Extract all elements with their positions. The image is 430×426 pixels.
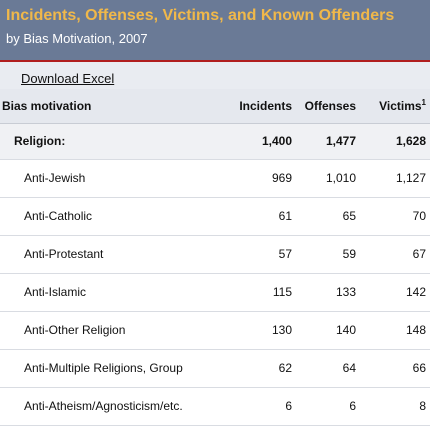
row-label: Anti-Jewish	[0, 159, 232, 198]
row-victims: 66	[360, 349, 430, 388]
row-incidents: 62	[232, 349, 296, 388]
table-row: Anti-Catholic 61 65 70	[0, 197, 430, 236]
row-label: Anti-Islamic	[0, 273, 232, 312]
column-header-incidents: Incidents	[232, 89, 296, 124]
row-offenses: 6	[296, 387, 360, 426]
row-label: Anti-Multiple Religions, Group	[0, 349, 232, 388]
group-offenses: 1,477	[296, 123, 360, 160]
download-bar: Download Excel	[0, 62, 430, 89]
page-subtitle: by Bias Motivation, 2007	[6, 31, 148, 46]
column-header-bias: Bias motivation	[0, 89, 232, 124]
group-victims: 1,628	[360, 123, 430, 160]
row-offenses: 65	[296, 197, 360, 236]
column-header-victims: Victims1	[360, 89, 430, 124]
table-row: Anti-Multiple Religions, Group 62 64 66	[0, 349, 430, 388]
row-label: Anti-Protestant	[0, 235, 232, 274]
row-victims: 148	[360, 311, 430, 350]
row-incidents: 57	[232, 235, 296, 274]
table-row: Anti-Islamic 115 133 142	[0, 273, 430, 312]
row-victims: 67	[360, 235, 430, 274]
row-victims: 8	[360, 387, 430, 426]
group-label: Religion:	[0, 123, 232, 160]
column-header-offenses: Offenses	[296, 89, 360, 124]
group-incidents: 1,400	[232, 123, 296, 160]
row-incidents: 969	[232, 159, 296, 198]
table-header-row: Bias motivation Incidents Offenses Victi…	[0, 89, 430, 124]
row-victims: 142	[360, 273, 430, 312]
download-excel-link[interactable]: Download Excel	[21, 71, 115, 86]
row-offenses: 64	[296, 349, 360, 388]
row-victims: 1,127	[360, 159, 430, 198]
table-row: Anti-Other Religion 130 140 148	[0, 311, 430, 350]
row-offenses: 133	[296, 273, 360, 312]
row-victims: 70	[360, 197, 430, 236]
page-title: Incidents, Offenses, Victims, and Known …	[6, 7, 395, 24]
table-group-row: Religion: 1,400 1,477 1,628	[0, 123, 430, 160]
victims-footnote-marker: 1	[421, 98, 426, 108]
row-incidents: 61	[232, 197, 296, 236]
row-incidents: 115	[232, 273, 296, 312]
page-header: Incidents, Offenses, Victims, and Known …	[0, 0, 430, 62]
row-incidents: 130	[232, 311, 296, 350]
row-incidents: 6	[232, 387, 296, 426]
row-label: Anti-Atheism/Agnosticism/etc.	[0, 387, 232, 426]
row-offenses: 59	[296, 235, 360, 274]
row-label: Anti-Other Religion	[0, 311, 232, 350]
table-row: Anti-Jewish 969 1,010 1,127	[0, 159, 430, 198]
table-row: Anti-Atheism/Agnosticism/etc. 6 6 8	[0, 387, 430, 426]
table-row: Anti-Protestant 57 59 67	[0, 235, 430, 274]
row-offenses: 140	[296, 311, 360, 350]
bias-motivation-table: Bias motivation Incidents Offenses Victi…	[0, 89, 430, 426]
column-header-victims-label: Victims	[379, 99, 422, 114]
row-label: Anti-Catholic	[0, 197, 232, 236]
row-offenses: 1,010	[296, 159, 360, 198]
